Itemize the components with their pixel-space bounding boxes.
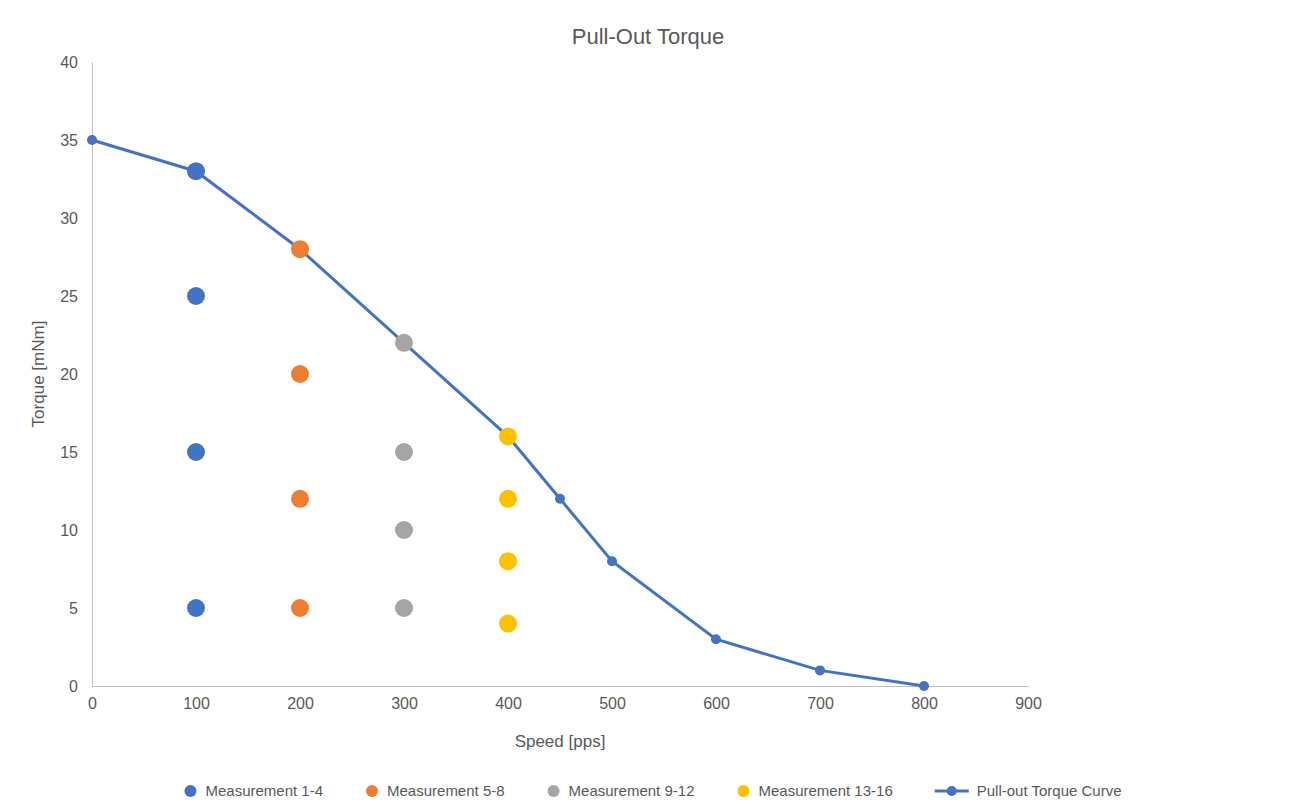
legend-symbol [737,785,749,797]
tick: 20 [60,366,92,383]
tick-label: 25 [60,288,78,305]
axis-line [92,63,93,687]
tick-label: 900 [1015,695,1042,712]
line [92,140,924,686]
tick-label: 100 [183,695,210,712]
legend-item: Measurement 9-12 [548,782,695,799]
tick-label: 20 [60,366,78,383]
series [291,240,309,617]
point [395,334,413,352]
tick: 700 [807,686,834,712]
tick: 600 [703,686,730,712]
tick-label: 10 [60,522,78,539]
point [499,615,517,633]
tick: 500 [599,686,626,712]
tick-label: 400 [495,695,522,712]
point [499,552,517,570]
series [187,162,205,617]
chart: 0 100 200 300 400 500 600 700 800 900 0 5 10 15 20 25 30… [0,0,1305,810]
y-axis: 0 5 10 15 20 25 30 35 40 [60,54,92,695]
x-axis: 0 100 200 300 400 500 600 700 800 900 [88,686,1042,712]
tick: 40 [60,54,92,71]
tick-label: 800 [911,695,938,712]
legend-item: Measurement 1-4 [184,782,323,799]
point [395,599,413,617]
line-marker [87,135,97,145]
tick: 200 [287,686,314,712]
line-marker [555,494,565,504]
tick: 15 [60,444,92,461]
tick-label: 0 [69,678,78,695]
legend-label: Measurement 1-4 [205,782,323,799]
line-marker [815,665,825,675]
point [499,490,517,508]
point [187,162,205,180]
series [87,135,929,691]
line-marker [711,634,721,644]
line-marker [607,556,617,566]
legend-symbol [548,785,560,797]
tick-label: 40 [60,54,78,71]
point [291,365,309,383]
point [291,240,309,258]
legend-item: Measurement 13-16 [737,782,892,799]
tick: 10 [60,522,92,539]
tick: 30 [60,210,92,227]
title: Pull-Out Torque [572,24,724,49]
tick-label: 15 [60,444,78,461]
tick-label: 700 [807,695,834,712]
axis-line [93,686,1029,687]
tick-label: 30 [60,210,78,227]
legend-symbol [366,785,378,797]
legend-symbol [184,785,196,797]
tick: 900 [1015,686,1042,712]
legend-item: Measurement 5-8 [366,782,505,799]
point [187,599,205,617]
legend: Measurement 1-4 Measurement 5-8 Measuremen… [184,782,1121,799]
series [499,427,517,632]
point [187,443,205,461]
tick: 0 [88,686,97,712]
tick-label: 0 [88,695,97,712]
legend-label: Measurement 13-16 [758,782,892,799]
point [395,521,413,539]
y-axis-title: Torque [mNm] [29,321,48,428]
point [187,287,205,305]
legend-label: Pull-out Torque Curve [977,782,1122,799]
legend-item: Pull-out Torque Curve [935,782,1122,799]
tick: 5 [69,600,92,617]
tick: 400 [495,686,522,712]
line-marker [919,681,929,691]
point [499,427,517,445]
series [395,334,413,617]
tick-label: 600 [703,695,730,712]
tick: 25 [60,288,92,305]
point [291,490,309,508]
plot-area [87,135,929,691]
tick: 300 [391,686,418,712]
point [395,443,413,461]
legend-label: Measurement 5-8 [387,782,505,799]
legend-symbol [947,786,957,796]
legend-label: Measurement 9-12 [569,782,695,799]
background [0,0,1305,810]
point [291,599,309,617]
tick-label: 35 [60,132,78,149]
x-axis-title: Speed [pps] [515,732,606,751]
tick: 100 [183,686,210,712]
tick-label: 200 [287,695,314,712]
tick-label: 500 [599,695,626,712]
tick-label: 5 [69,600,78,617]
tick: 0 [69,678,92,695]
tick-label: 300 [391,695,418,712]
